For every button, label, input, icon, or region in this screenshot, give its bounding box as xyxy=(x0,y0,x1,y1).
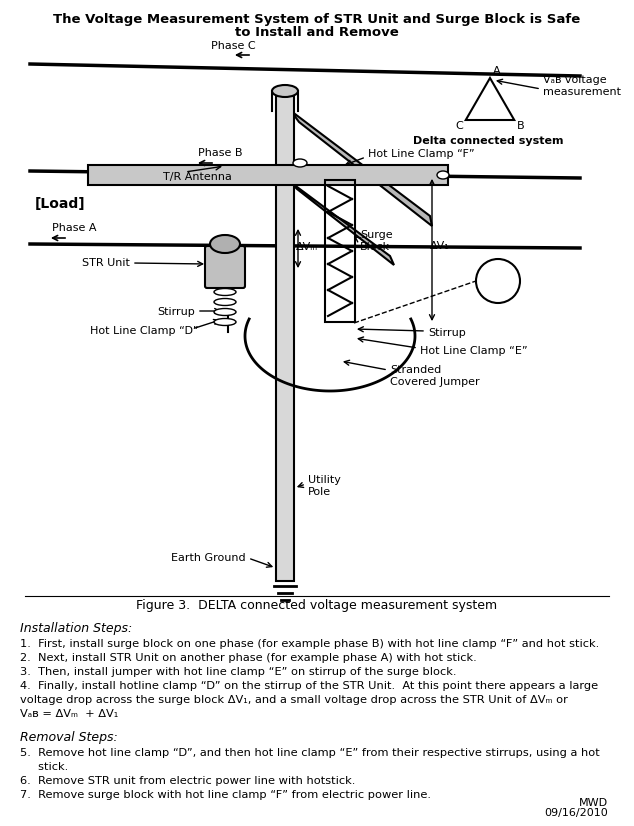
FancyBboxPatch shape xyxy=(276,96,294,581)
Text: 09/16/2010: 09/16/2010 xyxy=(544,808,608,818)
Text: voltage drop across the surge block ΔV₁, and a small voltage drop across the STR: voltage drop across the surge block ΔV₁,… xyxy=(20,695,568,705)
Ellipse shape xyxy=(210,235,240,253)
Text: 6.  Remove STR unit from electric power line with hotstick.: 6. Remove STR unit from electric power l… xyxy=(20,776,356,786)
Text: Surge
Block: Surge Block xyxy=(360,230,392,252)
Text: 1.  First, install surge block on one phase (for example phase B) with hot line : 1. First, install surge block on one pha… xyxy=(20,639,599,649)
Ellipse shape xyxy=(214,319,236,325)
Text: Earth Ground: Earth Ground xyxy=(171,553,246,563)
FancyBboxPatch shape xyxy=(88,165,448,185)
Text: The Voltage Measurement System of STR Unit and Surge Block is Safe: The Voltage Measurement System of STR Un… xyxy=(53,13,581,26)
Text: to Install and Remove: to Install and Remove xyxy=(235,26,399,40)
Text: Phase A: Phase A xyxy=(52,223,96,233)
FancyBboxPatch shape xyxy=(205,246,245,288)
Text: A: A xyxy=(493,66,501,76)
Ellipse shape xyxy=(214,298,236,306)
Text: STR Unit: STR Unit xyxy=(82,258,130,268)
Text: Hot Line Clamp “F”: Hot Line Clamp “F” xyxy=(368,149,475,159)
Text: MWD: MWD xyxy=(579,798,608,808)
Text: Stirrup: Stirrup xyxy=(428,328,466,338)
Text: B: B xyxy=(517,121,525,131)
Text: Installation Steps:: Installation Steps: xyxy=(20,622,133,635)
Ellipse shape xyxy=(272,85,298,97)
Text: Vₐʙ: Vₐʙ xyxy=(489,276,507,286)
Text: ΔV₁: ΔV₁ xyxy=(430,241,450,251)
Text: Stranded
Covered Jumper: Stranded Covered Jumper xyxy=(390,365,480,387)
Ellipse shape xyxy=(214,308,236,316)
Text: Hot Line Clamp “E”: Hot Line Clamp “E” xyxy=(420,346,527,356)
Text: Removal Steps:: Removal Steps: xyxy=(20,731,118,744)
Text: Stirrup: Stirrup xyxy=(157,307,195,317)
Text: ΔVₘ: ΔVₘ xyxy=(296,242,318,252)
Circle shape xyxy=(476,259,520,303)
Polygon shape xyxy=(291,111,432,226)
Text: Hot Line Clamp “D”: Hot Line Clamp “D” xyxy=(90,326,198,336)
Ellipse shape xyxy=(214,288,236,296)
Polygon shape xyxy=(289,181,394,265)
Text: 7.  Remove surge block with hot line clamp “F” from electric power line.: 7. Remove surge block with hot line clam… xyxy=(20,790,431,800)
Text: 4.  Finally, install hotline clamp “D” on the stirrup of the STR Unit.  At this : 4. Finally, install hotline clamp “D” on… xyxy=(20,681,598,691)
Text: 3.  Then, install jumper with hot line clamp “E” on stirrup of the surge block.: 3. Then, install jumper with hot line cl… xyxy=(20,667,456,677)
Text: Phase B: Phase B xyxy=(198,148,242,158)
Text: [Load]: [Load] xyxy=(35,197,86,211)
Polygon shape xyxy=(466,78,514,120)
Ellipse shape xyxy=(437,171,449,179)
Text: Delta connected system: Delta connected system xyxy=(413,136,563,146)
Text: Figure 3.  DELTA connected voltage measurement system: Figure 3. DELTA connected voltage measur… xyxy=(136,600,498,613)
Text: Vₐʙ = ΔVₘ  + ΔV₁: Vₐʙ = ΔVₘ + ΔV₁ xyxy=(20,709,119,719)
Text: C: C xyxy=(455,121,463,131)
Text: Phase C: Phase C xyxy=(210,41,256,51)
Text: 5.  Remove hot line clamp “D”, and then hot line clamp “E” from their respective: 5. Remove hot line clamp “D”, and then h… xyxy=(20,748,600,758)
Text: Utility
Pole: Utility Pole xyxy=(308,475,341,496)
Text: stick.: stick. xyxy=(20,762,68,772)
Ellipse shape xyxy=(293,159,307,167)
Text: T/R Antenna: T/R Antenna xyxy=(163,172,232,182)
Text: Vₐʙ voltage
measurement: Vₐʙ voltage measurement xyxy=(543,75,621,97)
Text: 2.  Next, install STR Unit on another phase (for example phase A) with hot stick: 2. Next, install STR Unit on another pha… xyxy=(20,653,477,663)
